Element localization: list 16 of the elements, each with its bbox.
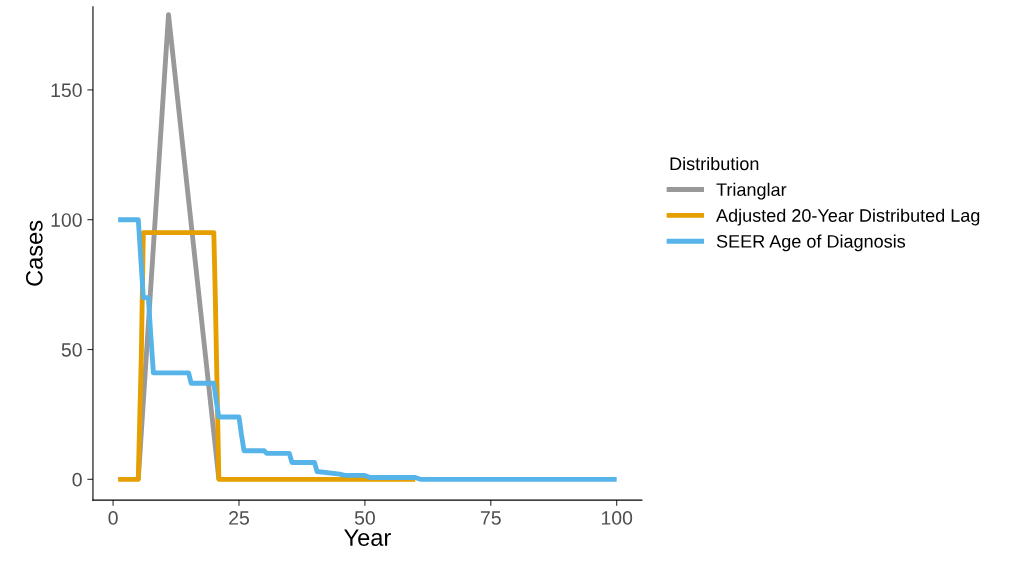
y-axis-title: Cases [25,220,43,286]
legend-label: Trianglar [716,182,787,200]
x-axis-title: Year [344,529,391,546]
legend-title: Distribution [670,156,759,171]
y-tick-label: 50 [61,342,82,357]
legend-label: Adjusted 20-Year Distributed Lag [716,208,980,226]
x-tick-label: 25 [229,511,249,525]
line-series [115,217,620,482]
y-tick-label: 150 [51,83,82,98]
x-tick-label: 0 [108,511,118,525]
y-tick-label: 0 [72,472,82,487]
legend-label: SEER Age of Diagnosis [716,234,906,252]
x-tick-label: 50 [354,511,375,525]
y-tick-label: 100 [51,213,82,227]
x-tick-label: 100 [601,511,633,525]
x-tick-label: 75 [480,511,501,525]
